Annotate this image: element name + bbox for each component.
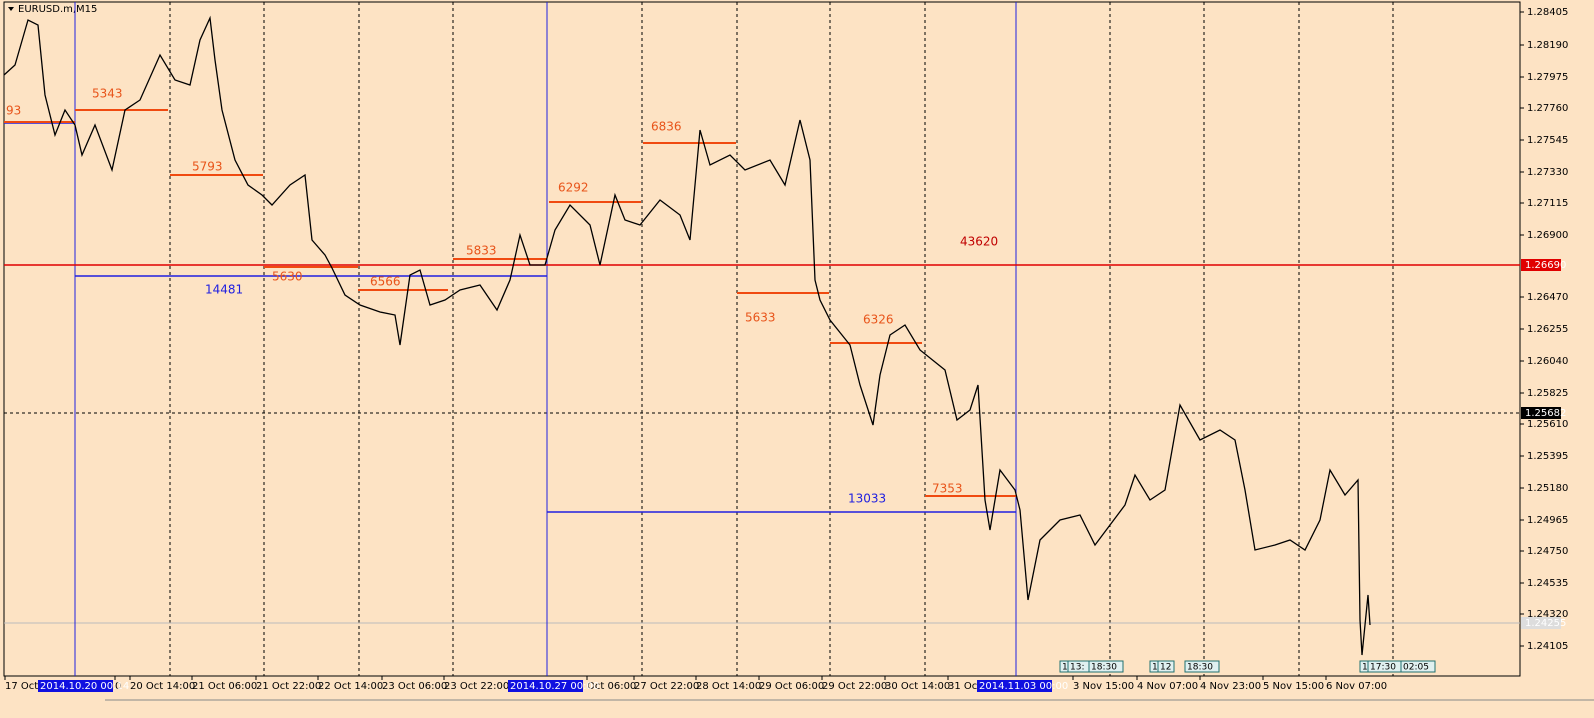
- price-label: 1.27115: [1527, 198, 1568, 209]
- price-marker-label: 1.24255: [1525, 618, 1566, 629]
- price-label: 1.26900: [1527, 230, 1568, 241]
- price-label: 1.27545: [1527, 135, 1568, 146]
- time-highlight-label: 2014.10.27 00:00: [510, 681, 599, 692]
- price-label: 1.24105: [1527, 641, 1568, 652]
- time-label: 5 Nov 15:00: [1263, 681, 1324, 692]
- level-label: 5630: [272, 270, 303, 284]
- price-label: 1.25395: [1527, 451, 1568, 462]
- event-box[interactable]: [1184, 660, 1220, 673]
- time-label: 27 Oct 22:00: [634, 681, 699, 692]
- time-label: 29 Oct 22:00: [822, 681, 887, 692]
- time-label: Oct 06:00: [587, 681, 636, 692]
- level-label: 6326: [863, 313, 894, 327]
- level-label: 5793: [192, 160, 223, 174]
- event-label: 1: [1062, 663, 1068, 673]
- time-label: 4 Nov 23:00: [1200, 681, 1261, 692]
- time-label: 17 Oct 2: [5, 681, 48, 692]
- price-marker-label: 1.26690: [1525, 260, 1566, 271]
- price-label: 1.24750: [1527, 546, 1568, 557]
- level-label: 5833: [466, 244, 497, 258]
- total-label: 43620: [960, 235, 998, 249]
- time-label: 23 Oct 22:00: [444, 681, 509, 692]
- price-label: 1.26040: [1527, 356, 1568, 367]
- price-marker: [1521, 617, 1561, 629]
- time-label: 29 Oct 06:00: [759, 681, 824, 692]
- price-label: 1.24965: [1527, 515, 1568, 526]
- weekly-label: 13033: [848, 492, 886, 506]
- event-label: 1: [1362, 663, 1368, 673]
- time-highlight: [38, 680, 113, 692]
- price-label: 1.27975: [1527, 72, 1568, 83]
- time-label: 21 Oct 22:00: [256, 681, 321, 692]
- price-marker-label: 1.25682: [1525, 408, 1566, 419]
- window-title: EURUSD.m,M15: [18, 4, 97, 15]
- level-label: 6836: [651, 120, 682, 134]
- time-label: 20 Oct 14:00: [130, 681, 195, 692]
- time-label: 22 Oct 14:00: [318, 681, 383, 692]
- event-label: 17:30: [1370, 663, 1396, 673]
- event-label: 12: [1160, 663, 1171, 673]
- event-label: 1: [1152, 663, 1158, 673]
- level-label: 5343: [92, 87, 123, 101]
- price-label: 1.28405: [1527, 7, 1568, 18]
- event-label: 18:30: [1187, 663, 1213, 673]
- menu-arrow[interactable]: [8, 7, 14, 11]
- level-label: 6292: [558, 181, 589, 195]
- time-label: 3 Nov 15:00: [1073, 681, 1134, 692]
- time-label: 23 Oct 06:00: [382, 681, 447, 692]
- level-label: 7353: [932, 482, 963, 496]
- time-highlight: [977, 680, 1052, 692]
- price-label: 1.26255: [1527, 324, 1568, 335]
- time-label: 0: [115, 681, 121, 692]
- levels: 93 5343 5793 5630 6566 5833 6292 6836 5633 6326 73…: [4, 87, 1436, 673]
- price-marker: [1521, 259, 1561, 271]
- price-label: 1.25180: [1527, 483, 1568, 494]
- weekly-label: 14481: [205, 283, 243, 297]
- level-label: 93: [6, 104, 21, 118]
- time-label: 30 Oct 14:00: [885, 681, 950, 692]
- price-line: [3, 15, 1371, 656]
- time-highlight-label: 2014.11.03 00:00: [979, 681, 1068, 692]
- time-highlight-label: 2014.10.20 00:14: [40, 681, 129, 692]
- plot-frame: [3, 1, 1521, 677]
- event-label: 02:05: [1403, 663, 1429, 673]
- event-box[interactable]: [1400, 660, 1436, 673]
- time-label: 21 Oct 06:00: [192, 681, 257, 692]
- price-label: 1.24320: [1527, 609, 1568, 620]
- price-marker: [1521, 407, 1561, 419]
- time-label: 28 Oct 14:00: [696, 681, 761, 692]
- price-label: 1.25825: [1527, 388, 1568, 399]
- price-label: 1.24535: [1527, 578, 1568, 589]
- time-label: 4 Nov 07:00: [1137, 681, 1198, 692]
- price-label: 1.25610: [1527, 419, 1568, 430]
- level-label: 5633: [745, 311, 776, 325]
- time-highlight: [508, 680, 583, 692]
- price-label: 1.27760: [1527, 103, 1568, 114]
- event-box[interactable]: [1157, 660, 1175, 673]
- event-label: 18:30: [1091, 663, 1117, 673]
- event-box[interactable]: [1088, 660, 1124, 673]
- time-label: 6 Nov 07:00: [1326, 681, 1387, 692]
- level-label: 6566: [370, 275, 401, 289]
- time-label: 31 Oct: [948, 681, 981, 692]
- event-label: 13:: [1070, 663, 1084, 673]
- price-label: 1.26470: [1527, 292, 1568, 303]
- price-axis: 1.28405 1.28190 1.27975 1.27760 1.27545 1.273…: [1520, 7, 1568, 652]
- grid: [169, 2, 1394, 676]
- price-label: 1.28190: [1527, 40, 1568, 51]
- price-label: 1.27330: [1527, 167, 1568, 178]
